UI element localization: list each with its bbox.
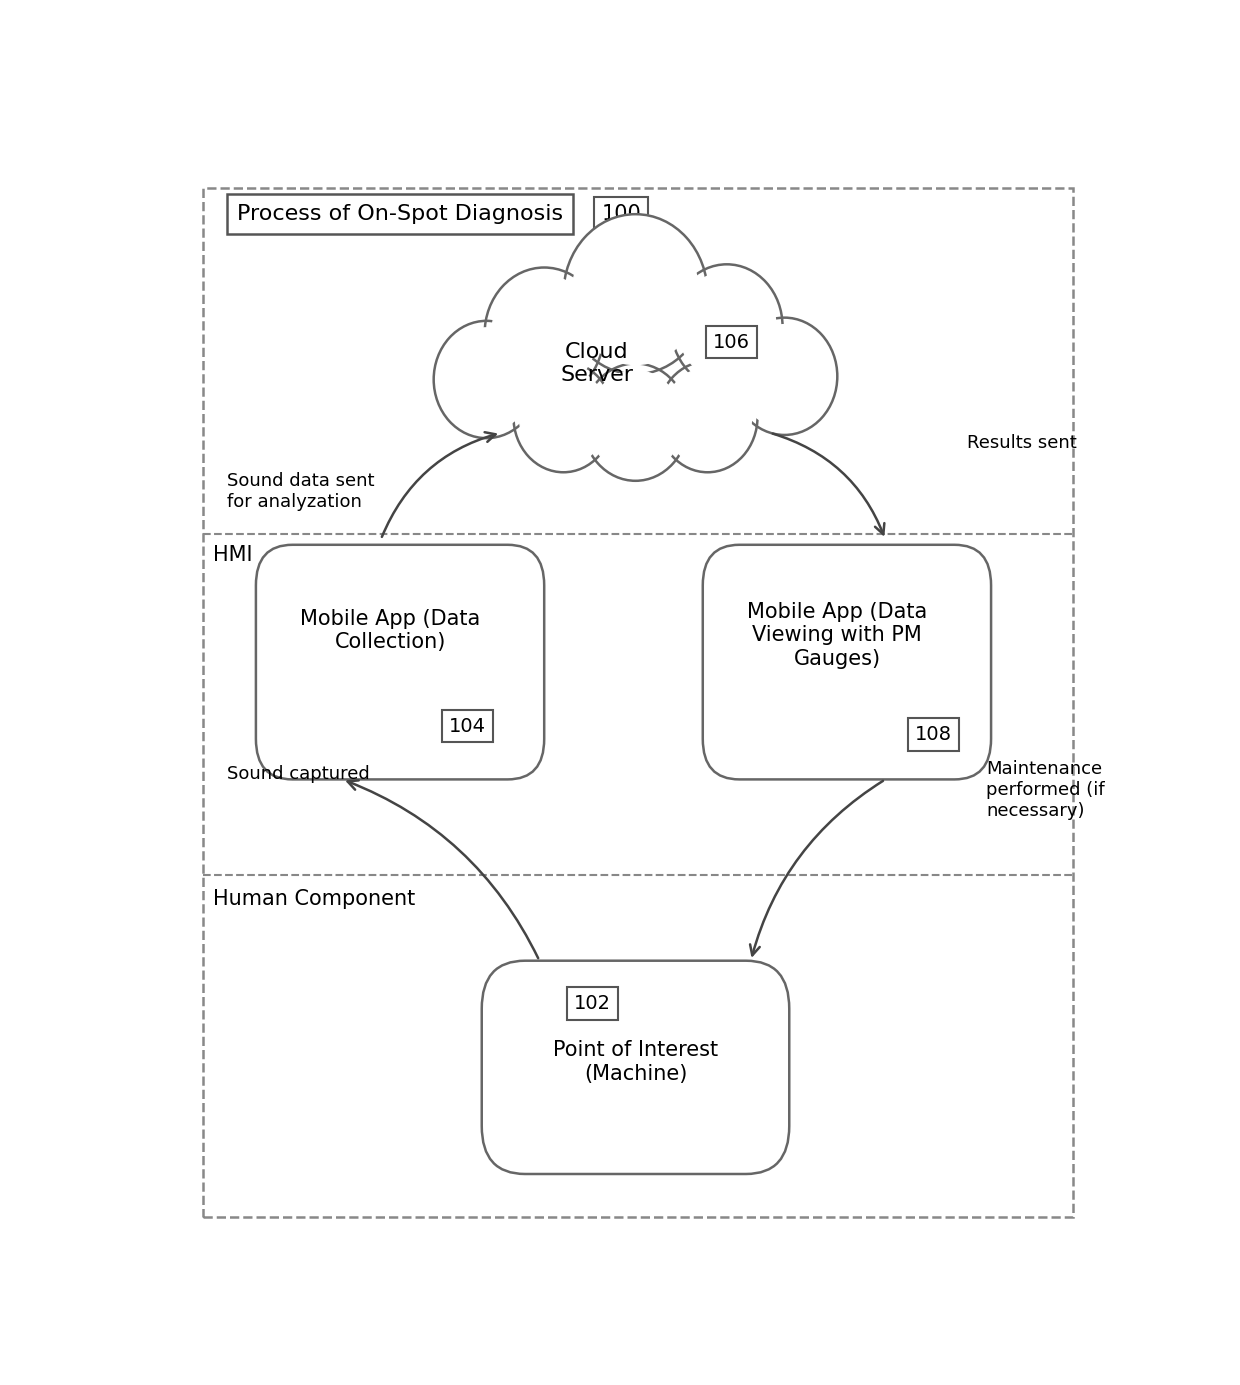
Text: 108: 108 [915, 726, 952, 744]
Circle shape [563, 215, 708, 374]
Circle shape [732, 317, 837, 435]
Text: Cloud
Server: Cloud Server [560, 342, 634, 385]
Circle shape [434, 321, 539, 438]
Circle shape [520, 368, 608, 465]
Circle shape [657, 361, 758, 472]
Circle shape [589, 371, 682, 474]
Circle shape [583, 363, 688, 481]
FancyBboxPatch shape [481, 961, 789, 1174]
Circle shape [732, 317, 837, 435]
Circle shape [485, 267, 604, 400]
FancyBboxPatch shape [255, 544, 544, 780]
Text: Results sent: Results sent [967, 435, 1076, 453]
Circle shape [657, 361, 758, 472]
Text: HMI: HMI [213, 544, 252, 565]
FancyBboxPatch shape [703, 544, 991, 780]
Text: Sound data sent
for analyzation: Sound data sent for analyzation [227, 472, 374, 511]
Circle shape [485, 267, 604, 400]
Circle shape [738, 324, 831, 428]
Circle shape [671, 265, 782, 388]
Text: Mobile App (Data
Viewing with PM
Gauges): Mobile App (Data Viewing with PM Gauges) [748, 602, 928, 669]
Circle shape [678, 271, 776, 381]
Circle shape [563, 215, 708, 374]
Text: Human Component: Human Component [213, 889, 415, 910]
Circle shape [492, 276, 596, 392]
Text: Maintenance
performed (if
necessary): Maintenance performed (if necessary) [986, 760, 1105, 820]
Circle shape [434, 321, 539, 438]
Circle shape [583, 363, 688, 481]
Circle shape [671, 265, 782, 388]
Text: Sound captured: Sound captured [227, 765, 370, 783]
Circle shape [440, 328, 533, 431]
Text: 102: 102 [574, 994, 611, 1012]
Circle shape [572, 224, 699, 364]
Text: Process of On-Spot Diagnosis: Process of On-Spot Diagnosis [237, 204, 563, 224]
Circle shape [663, 368, 751, 465]
Circle shape [513, 361, 614, 472]
Text: Point of Interest
(Machine): Point of Interest (Machine) [553, 1040, 718, 1083]
Text: 100: 100 [601, 204, 641, 224]
Circle shape [513, 361, 614, 472]
FancyBboxPatch shape [203, 187, 1073, 1216]
Text: Mobile App (Data
Collection): Mobile App (Data Collection) [300, 608, 481, 652]
Text: 104: 104 [449, 716, 486, 735]
Text: 106: 106 [713, 332, 750, 352]
